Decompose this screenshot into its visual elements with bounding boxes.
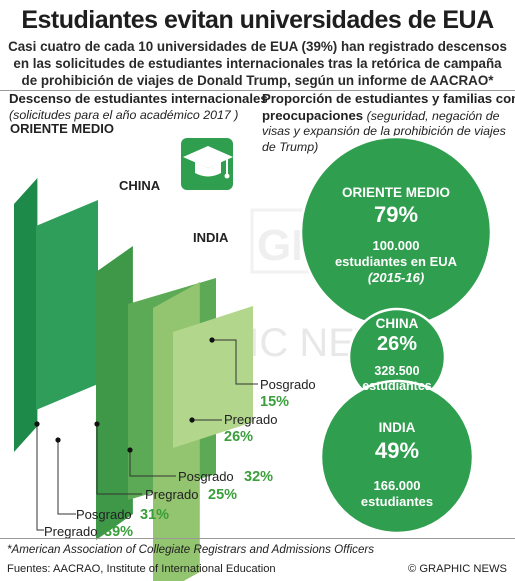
series-label-posgrado-china: Posgrado — [178, 469, 234, 484]
right-panel-note-line1: (seguridad, negación de — [363, 109, 500, 123]
leader-pregrado-oriente-medio — [36, 424, 44, 531]
series-label-pregrado-china: Pregrado — [145, 487, 198, 502]
value-label-posgrado-oriente-medio: 31% — [140, 507, 169, 523]
bubble-name-oriente-medio: ORIENTE MEDIO — [342, 185, 450, 200]
bubble-detail-text-oriente-medio: estudiantes en EUA — [335, 254, 458, 269]
graduation-cap-icon — [181, 138, 233, 190]
bubble-value-china: 26% — [377, 333, 417, 355]
footnote: *American Association of Collegiate Regi… — [7, 543, 375, 556]
series-label-pregrado-oriente-medio: Pregrado — [44, 524, 97, 539]
leader-posgrado-oriente-medio — [57, 440, 76, 515]
right-panel-note-line2: visas y expansión de la prohibición de v… — [262, 124, 506, 138]
leader-dot-posgrado-india — [209, 337, 215, 343]
value-label-pregrado-china: 25% — [208, 487, 237, 503]
category-label-china: CHINA — [119, 178, 161, 193]
bubble-oriente-medio — [299, 135, 493, 329]
series-label-pregrado-india: Pregrado — [224, 412, 277, 427]
subtitle-line-3: de prohibición de viajes de Donald Trump… — [21, 73, 494, 88]
subtitle-line-2: en las solicitudes de estudiantes intern… — [13, 56, 502, 71]
series-label-posgrado-india: Posgrado — [260, 377, 316, 392]
bubble-detail-count-china: 328.500 — [374, 364, 419, 378]
value-label-pregrado-india: 26% — [224, 429, 253, 445]
footer-divider — [0, 538, 515, 539]
right-panel-title-line2: preocupaciones (seguridad, negación de — [262, 108, 500, 123]
series-label-posgrado-oriente-medio: Posgrado — [76, 507, 132, 522]
source: Fuentes: AACRAO, Institute of Internatio… — [7, 563, 276, 575]
category-label-india: INDIA — [193, 230, 229, 245]
leader-pregrado-china — [96, 424, 142, 495]
left-panel-note: (solicitudes para el año académico 2017 … — [9, 108, 239, 122]
bubble-detail-period-oriente-medio: (2015-16) — [368, 270, 424, 285]
bar-pregrado-oriente-medio — [14, 178, 38, 452]
bubble-name-china: CHINA — [376, 316, 419, 331]
bubble-value-oriente-medio: 79% — [374, 202, 418, 227]
bar-posgrado-oriente-medio — [36, 200, 98, 410]
bubble-name-india: INDIA — [379, 420, 416, 435]
leader-dot-posgrado-china — [127, 447, 133, 453]
leader-posgrado-india — [212, 339, 258, 385]
bubble-value-india: 49% — [375, 438, 419, 463]
bar-posgrado-india — [173, 306, 253, 448]
left-panel-title: Descenso de estudiantes internacionales — [9, 91, 268, 106]
leader-dot-pregrado-oriente-medio — [34, 421, 40, 427]
bubble-detail-count-oriente-medio: 100.000 — [373, 238, 420, 253]
bubble-detail-count-india: 166.000 — [374, 478, 421, 493]
right-panel-title-bold: preocupaciones — [262, 108, 364, 123]
subtitle-line-1: Casi cuatro de cada 10 universidades de … — [8, 39, 507, 54]
header-divider — [0, 90, 515, 91]
right-panel-note-line3: de Trump) — [262, 140, 319, 154]
value-label-pregrado-oriente-medio: 39% — [104, 524, 133, 540]
value-label-posgrado-china: 32% — [244, 469, 273, 485]
bubble-detail-text-india: estudiantes — [361, 494, 433, 509]
leader-dot-pregrado-china — [94, 421, 100, 427]
bar-pregrado-china — [96, 246, 133, 540]
page-title: Estudiantes evitan universidades de EUA — [21, 6, 494, 34]
right-panel-title: Proporción de estudiantes y familias con — [262, 91, 515, 106]
category-label-oriente-medio: ORIENTE MEDIO — [10, 121, 114, 136]
value-label-posgrado-india: 15% — [260, 394, 289, 410]
leader-dot-posgrado-oriente-medio — [55, 437, 61, 443]
leader-dot-pregrado-india — [189, 417, 195, 423]
bubble-india — [319, 379, 475, 535]
bubble-detail-text-china: estudiantes — [362, 379, 432, 393]
leader-posgrado-china — [129, 450, 176, 477]
credit: © GRAPHIC NEWS — [408, 563, 507, 575]
